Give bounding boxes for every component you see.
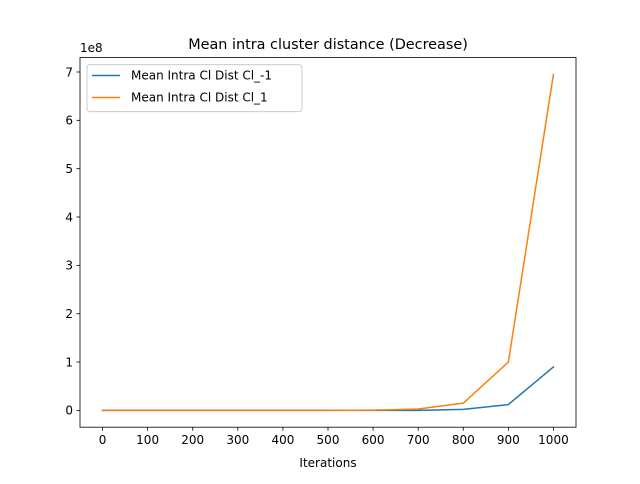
x-axis-ticks: 0 100 200 300 400 500 600 700 800 900 1000 bbox=[99, 427, 569, 447]
chart-title: Mean intra cluster distance (Decrease) bbox=[188, 37, 468, 53]
x-tick-label: 1000 bbox=[538, 433, 569, 447]
legend-label-1: Mean Intra Cl Dist Cl_-1 bbox=[131, 69, 272, 83]
legend-label-2: Mean Intra Cl Dist Cl_1 bbox=[131, 91, 268, 105]
x-tick-label: 300 bbox=[226, 433, 249, 447]
y-tick-label: 0 bbox=[65, 404, 73, 418]
y-axis-offset-text: 1e8 bbox=[80, 41, 103, 55]
series-line-2 bbox=[101, 73, 555, 412]
y-tick-label: 7 bbox=[65, 65, 73, 79]
x-tick-label: 800 bbox=[452, 433, 475, 447]
x-tick-label: 900 bbox=[497, 433, 520, 447]
x-tick-label: 100 bbox=[136, 433, 159, 447]
x-tick-label: 200 bbox=[181, 433, 204, 447]
x-tick-label: 600 bbox=[362, 433, 385, 447]
x-tick-label: 500 bbox=[317, 433, 340, 447]
legend-box bbox=[86, 64, 303, 113]
y-tick-label: 6 bbox=[65, 114, 73, 128]
y-tick-label: 2 bbox=[65, 307, 73, 321]
legend: Mean Intra Cl Dist Cl_-1 Mean Intra Cl Di… bbox=[86, 64, 303, 113]
legend-entries: Mean Intra Cl Dist Cl_-1 Mean Intra Cl Di… bbox=[92, 69, 272, 105]
y-tick-label: 4 bbox=[65, 210, 73, 224]
y-tick-label: 5 bbox=[65, 162, 73, 176]
y-tick-label: 1 bbox=[65, 355, 73, 369]
y-tick-label: 3 bbox=[65, 259, 73, 273]
x-tick-label: 700 bbox=[407, 433, 430, 447]
x-tick-label: 400 bbox=[271, 433, 294, 447]
x-axis-label: Iterations bbox=[299, 456, 356, 470]
series-layer bbox=[101, 73, 555, 412]
y-axis-ticks: 0 1 2 3 4 5 6 7 bbox=[65, 65, 80, 418]
x-tick-label: 0 bbox=[99, 433, 107, 447]
